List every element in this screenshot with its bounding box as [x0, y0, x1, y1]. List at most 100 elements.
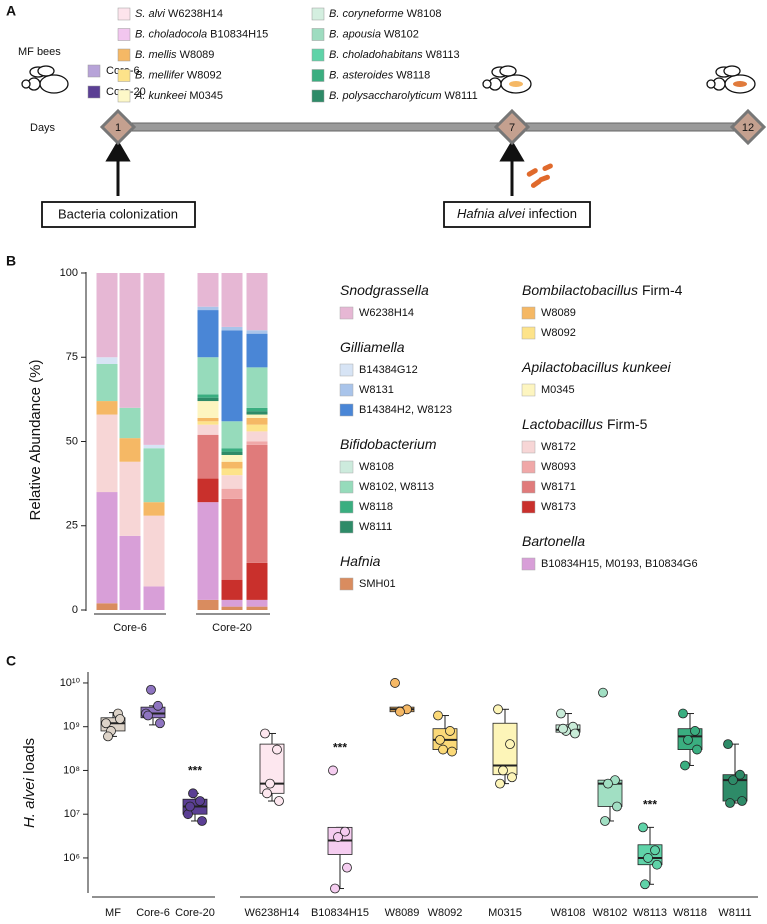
bar-segment	[197, 417, 219, 422]
legend-label: W8102, W8113	[359, 481, 434, 493]
data-point	[678, 708, 688, 719]
x-tick-label: W8118	[673, 907, 707, 919]
strain: B10834H15	[210, 28, 268, 40]
box	[140, 706, 166, 719]
data-point	[262, 788, 272, 799]
bar-segment	[197, 478, 219, 503]
y-tick-label: 100	[60, 267, 78, 279]
x-tick-label: B10834H15	[311, 907, 369, 919]
legend-swatch	[117, 28, 131, 41]
bee-icon-infected	[482, 65, 532, 94]
legend-title-italic: Gilliamella	[340, 339, 405, 355]
legend-label: B. polysaccharolyticum W8111	[329, 90, 478, 102]
legend-label: B. mellis W8089	[135, 49, 214, 61]
data-point	[260, 728, 270, 739]
data-point	[570, 728, 580, 739]
legend-swatch	[521, 326, 536, 340]
data-point	[447, 746, 457, 757]
legend-swatch	[521, 480, 536, 494]
bar-segment	[96, 357, 118, 364]
y-tick-label: 10⁹	[63, 721, 80, 733]
legend-title-italic: Snodgrassella	[340, 282, 429, 298]
bar-segment	[246, 441, 268, 445]
bar-segment	[197, 357, 219, 395]
y-tick-label: 10⁸	[63, 764, 80, 776]
bar-segment	[197, 273, 219, 307]
data-point	[493, 704, 503, 715]
legend-title-italic: Bombilactobacillus	[522, 282, 638, 298]
data-point	[723, 739, 733, 750]
strain: W8102	[384, 28, 419, 40]
y-axis-label: H. alvei loads	[21, 738, 38, 828]
bar-segment	[246, 417, 268, 425]
legend-swatch	[339, 480, 354, 494]
bar-segment	[197, 394, 219, 398]
data-point	[643, 853, 653, 863]
data-point	[101, 718, 111, 729]
legend-label: B14384G12	[359, 364, 418, 376]
bar-segment	[221, 330, 243, 422]
data-point	[558, 723, 568, 734]
day-marker	[729, 108, 767, 146]
legend-title: Lactobacillus Firm-5	[522, 416, 648, 432]
day-label: 1	[115, 122, 121, 134]
data-point	[272, 744, 282, 755]
legend-swatch	[521, 460, 536, 474]
data-point	[195, 796, 205, 806]
data-point	[188, 788, 198, 799]
arrow	[105, 140, 525, 196]
x-tick-label: Core-6	[136, 907, 170, 919]
legend-label: W8171	[541, 481, 576, 493]
y-tick-label: 0	[72, 604, 78, 616]
data-point	[650, 845, 660, 856]
data-point	[438, 744, 448, 755]
species: B. apousia	[329, 28, 381, 40]
data-point	[115, 714, 125, 724]
legend-swatch	[117, 69, 131, 82]
species: B. choladohabitans	[329, 49, 423, 61]
bar-segment	[96, 363, 118, 402]
significance: ***	[643, 798, 657, 812]
legend-label: B10834H15, M0193, B10834G6	[541, 558, 698, 570]
x-tick-label: W8113	[633, 907, 667, 919]
bar-segment	[246, 606, 268, 610]
bar-segment	[246, 411, 268, 415]
species: B. choladocola	[135, 28, 207, 40]
data-point	[683, 734, 693, 745]
data-point	[395, 706, 405, 717]
data-point	[390, 678, 400, 688]
data-point	[728, 775, 738, 786]
legend-swatch	[339, 403, 354, 417]
legend-title-italic: Hafnia	[340, 553, 381, 569]
data-point	[146, 684, 156, 695]
legend-swatch	[311, 48, 325, 62]
bar-segment	[197, 599, 219, 610]
species: B. coryneforme	[329, 8, 404, 20]
bar-segment	[221, 454, 243, 462]
day-label: 7	[509, 122, 515, 134]
legend-label: W8173	[541, 501, 576, 513]
legend-swatch	[339, 363, 354, 377]
data-point	[265, 778, 275, 789]
legend-swatch	[339, 383, 354, 397]
legend-title: Hafnia	[340, 553, 381, 569]
legend-swatch	[339, 306, 354, 320]
timeline	[117, 122, 749, 132]
significance: ***	[333, 741, 347, 755]
bar-segment	[119, 273, 141, 408]
legend-title-italic: Lactobacillus	[522, 416, 603, 432]
bee-icon-infected	[706, 65, 756, 94]
legend-swatch	[311, 28, 325, 41]
data-point	[185, 801, 195, 812]
x-tick-label: Core-20	[175, 907, 215, 919]
strain: W6238H14	[168, 8, 223, 20]
legend-title: Apilactobacillus kunkeei	[521, 359, 672, 375]
bar-segment	[246, 424, 268, 432]
strain: W8113	[426, 49, 460, 61]
event-label: Bacteria colonization	[58, 206, 178, 221]
legend-label: W8111	[359, 521, 392, 533]
strain: M0345	[189, 90, 223, 102]
data-point	[153, 700, 163, 711]
legend-swatch	[521, 306, 536, 320]
